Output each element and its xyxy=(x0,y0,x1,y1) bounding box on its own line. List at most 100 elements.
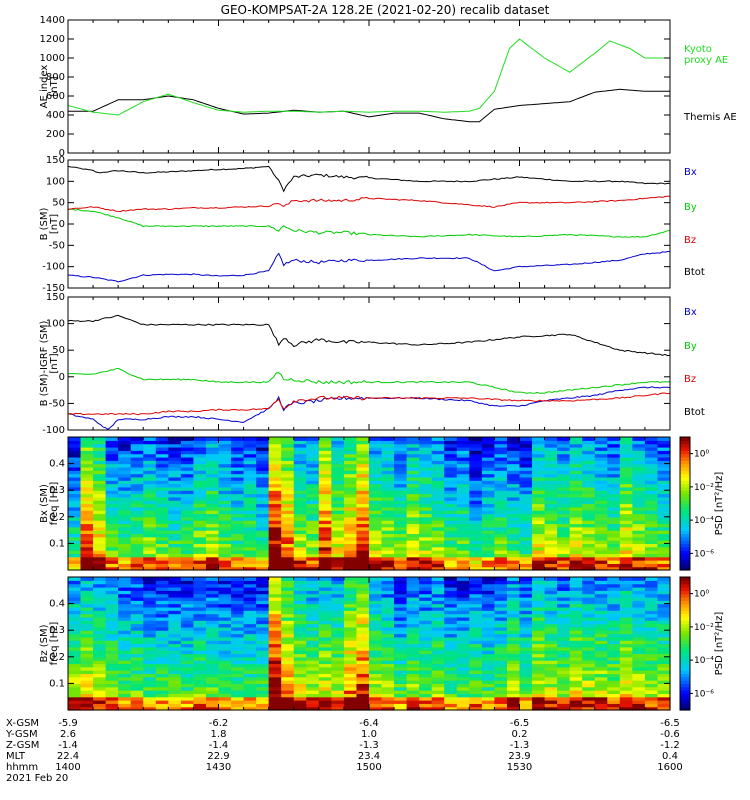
spectrogram-cell xyxy=(519,643,533,648)
spectrogram-cell xyxy=(607,453,621,458)
spectrogram-cell xyxy=(419,533,433,538)
spectrogram-cell xyxy=(481,543,496,548)
spectrogram-cell xyxy=(569,583,583,588)
spectrogram-cell xyxy=(331,700,345,704)
spectrogram-cell xyxy=(293,456,307,461)
spectrogram-cell xyxy=(394,503,408,508)
spectrogram-cell xyxy=(68,473,82,478)
spectrogram-cell xyxy=(644,577,659,581)
spectrogram-cell xyxy=(343,613,358,618)
spectrogram-cell xyxy=(118,676,132,681)
spectrogram-cell xyxy=(118,513,132,518)
spectrogram-cell xyxy=(569,483,583,488)
spectrogram-cell xyxy=(143,443,157,448)
spectrogram-cell xyxy=(607,460,621,465)
spectrogram-cell xyxy=(619,583,633,588)
spectrogram-cell xyxy=(318,610,332,615)
spectrogram-cell xyxy=(318,453,332,458)
spectrogram-cell xyxy=(143,673,157,678)
spectrogram-cell xyxy=(281,703,295,708)
spectrogram-cell xyxy=(456,626,470,631)
spectrogram-cell xyxy=(118,696,132,701)
spectrogram-cell xyxy=(644,543,659,548)
spectrogram-cell xyxy=(532,613,546,618)
spectrogram-cell xyxy=(343,556,358,561)
spectrogram-cell xyxy=(105,650,119,655)
spectrogram-cell xyxy=(356,533,370,538)
spectrogram-cell xyxy=(293,526,307,531)
spectrogram-cell xyxy=(431,473,445,478)
spectrogram-cell xyxy=(431,550,445,554)
spectrogram-cell xyxy=(168,493,182,498)
spectrogram-cell xyxy=(68,500,82,505)
spectrogram-cell xyxy=(231,700,245,704)
spectrogram-cell xyxy=(444,620,458,625)
spectrogram-cell xyxy=(268,560,282,564)
spectrogram-cell xyxy=(243,670,257,675)
spectrogram-cell xyxy=(68,560,82,564)
spectrogram-cell xyxy=(594,506,608,511)
spectrogram-cell xyxy=(532,450,546,455)
colorbar-segment xyxy=(680,676,690,681)
spectrogram-cell xyxy=(93,566,107,571)
spectrogram-cell xyxy=(343,683,358,688)
spectrogram-cell xyxy=(394,500,408,505)
spectrogram-cell xyxy=(619,686,633,691)
spectrogram-cell xyxy=(657,616,671,621)
spectrogram-cell xyxy=(80,600,94,605)
spectrogram-cell xyxy=(657,610,671,615)
spectrogram-cell xyxy=(469,446,483,451)
spectrogram-cell xyxy=(93,650,107,655)
spectrogram-cell xyxy=(281,460,295,465)
spectrogram-cell xyxy=(394,643,408,648)
spectrogram-cell xyxy=(381,616,395,621)
spectrogram-cell xyxy=(143,583,157,588)
spectrogram-cell xyxy=(155,580,169,585)
spectrogram-cell xyxy=(456,600,470,605)
spectrogram-cell xyxy=(243,690,257,694)
spectrogram-cell xyxy=(193,560,207,564)
spectrogram-cell xyxy=(532,460,546,465)
spectrogram-cell xyxy=(519,546,533,551)
spectrogram-cell xyxy=(569,630,583,635)
spectrogram-cell xyxy=(381,656,395,661)
spectrogram-cell xyxy=(582,680,596,685)
spectrogram-cell xyxy=(431,676,445,681)
spectrogram-cell xyxy=(532,563,546,568)
spectrogram-cell xyxy=(193,676,207,681)
spectrogram-cell xyxy=(431,660,445,665)
spectrogram-cell xyxy=(406,473,420,478)
spectrogram-cell xyxy=(532,546,546,551)
spectrogram-cell xyxy=(343,476,358,481)
spectrogram-cell xyxy=(381,546,395,551)
spectrogram-cell xyxy=(431,610,445,615)
spectrogram-cell xyxy=(594,610,608,615)
spectrogram-cell xyxy=(93,673,107,678)
spectrogram-cell xyxy=(607,696,621,701)
spectrogram-cell xyxy=(218,580,232,585)
spectrogram-cell xyxy=(369,540,383,545)
spectrogram-cell xyxy=(293,566,307,571)
spectrogram-cell xyxy=(243,443,257,448)
spectrogram-cell xyxy=(657,493,671,498)
spectrogram-cell xyxy=(657,533,671,538)
spectrogram-cell xyxy=(532,653,546,658)
spectrogram-cell xyxy=(331,630,345,635)
spectrogram-cell xyxy=(456,616,470,621)
spectrogram-cell xyxy=(607,506,621,511)
spectrogram-cell xyxy=(356,543,370,548)
spectrogram-cell xyxy=(356,603,370,608)
colorbar-segment xyxy=(680,503,690,508)
spectrogram-cell xyxy=(318,636,332,641)
spectrogram-cell xyxy=(93,443,107,448)
spectrogram-cell xyxy=(557,516,571,521)
spectrogram-cell xyxy=(331,690,345,694)
spectrogram-cell xyxy=(343,506,358,511)
spectrogram-cell xyxy=(130,683,144,688)
spectrogram-cell xyxy=(469,453,483,458)
spectrogram-cell xyxy=(118,453,132,458)
spectrogram-cell xyxy=(80,583,94,588)
spectrogram-cell xyxy=(93,540,107,545)
spectrogram-cell xyxy=(657,670,671,675)
spectrogram-cell xyxy=(369,703,383,708)
